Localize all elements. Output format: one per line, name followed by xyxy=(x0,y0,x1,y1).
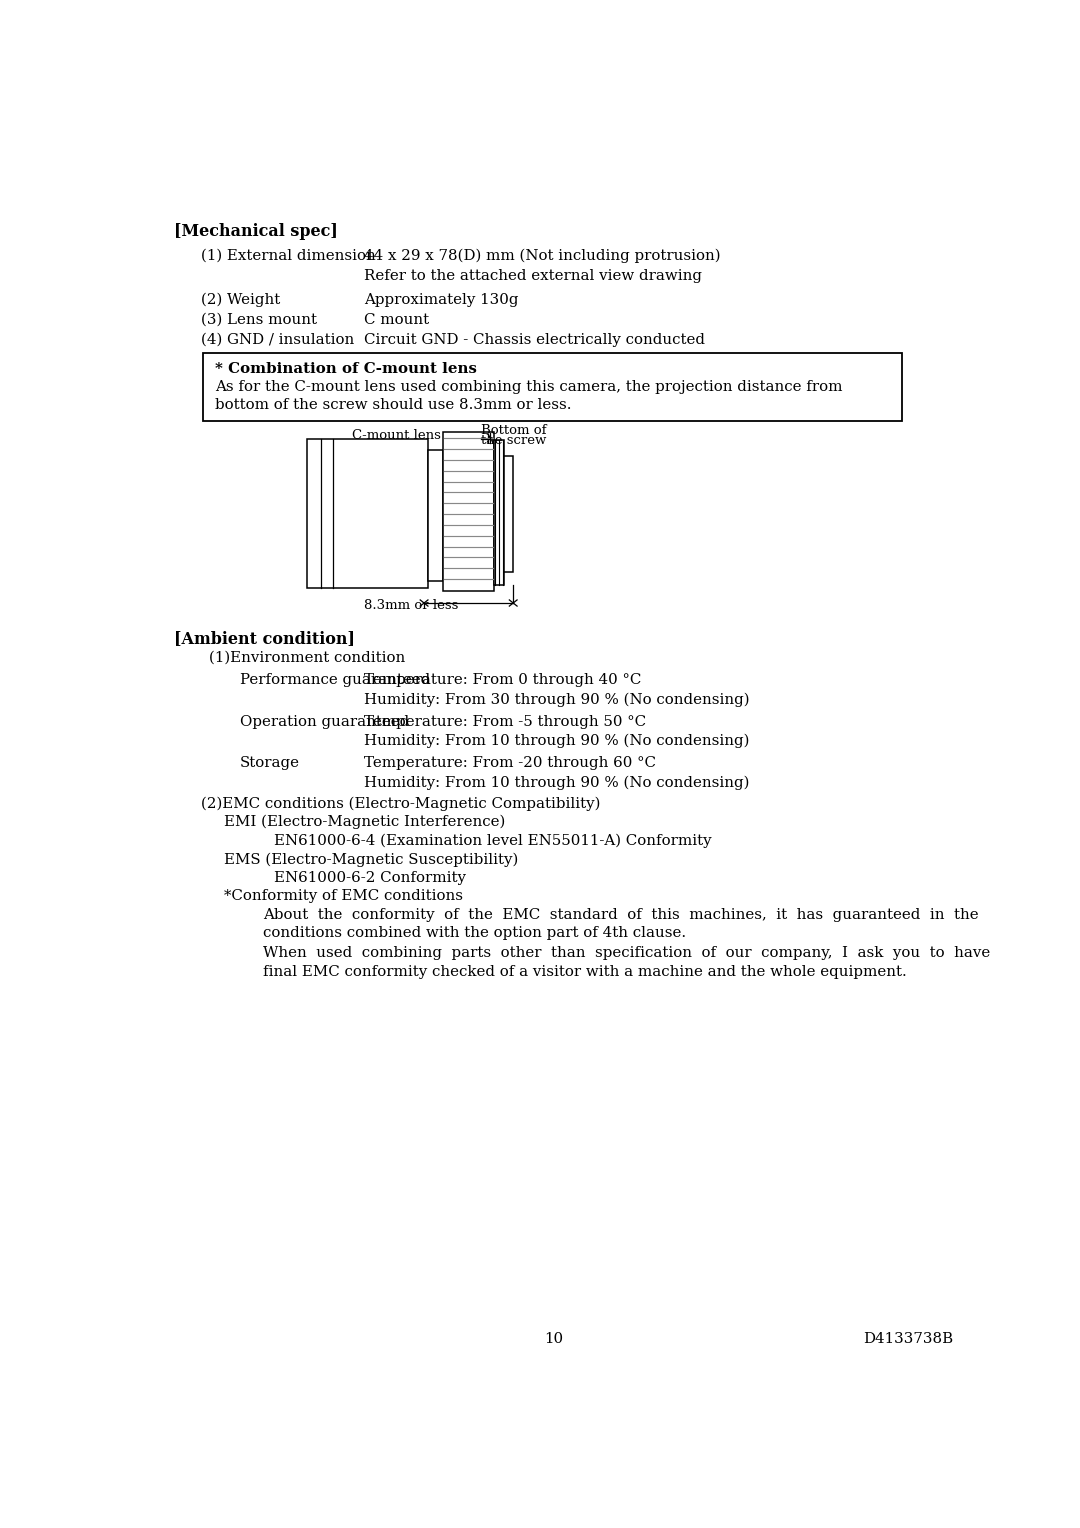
Text: EMI (Electro-Magnetic Interference): EMI (Electro-Magnetic Interference) xyxy=(225,814,505,830)
Bar xyxy=(444,432,494,591)
Text: Operation guaranteed: Operation guaranteed xyxy=(240,715,409,729)
Text: *Conformity of EMC conditions: *Conformity of EMC conditions xyxy=(225,889,463,903)
Text: Humidity: From 10 through 90 % (No condensing): Humidity: From 10 through 90 % (No conde… xyxy=(364,776,750,790)
Text: (4) GND / insulation: (4) GND / insulation xyxy=(201,333,354,347)
Text: Bottom of: Bottom of xyxy=(482,423,546,437)
Text: Approximately 130g: Approximately 130g xyxy=(364,293,518,307)
Text: C mount: C mount xyxy=(364,313,429,327)
Text: [Mechanical spec]: [Mechanical spec] xyxy=(174,223,338,240)
Text: Temperature: From -20 through 60 °C: Temperature: From -20 through 60 °C xyxy=(364,756,656,770)
Bar xyxy=(504,455,513,571)
Text: EN61000-6-4 (Examination level EN55011-A) Conformity: EN61000-6-4 (Examination level EN55011-A… xyxy=(274,833,712,848)
Text: Circuit GND - Chassis electrically conducted: Circuit GND - Chassis electrically condu… xyxy=(364,333,704,347)
Text: When  used  combining  parts  other  than  specification  of  our  company,  I  : When used combining parts other than spe… xyxy=(262,946,990,961)
Text: (2) Weight: (2) Weight xyxy=(201,293,280,307)
Text: bottom of the screw should use 8.3mm or less.: bottom of the screw should use 8.3mm or … xyxy=(215,399,571,413)
Bar xyxy=(494,440,504,585)
Text: (3) Lens mount: (3) Lens mount xyxy=(201,313,316,327)
Text: EN61000-6-2 Conformity: EN61000-6-2 Conformity xyxy=(274,871,467,885)
Text: C-mount lens: C-mount lens xyxy=(352,429,441,442)
Text: 44 x 29 x 78(D) mm (Not including protrusion): 44 x 29 x 78(D) mm (Not including protru… xyxy=(364,249,720,263)
Text: Temperature: From -5 through 50 °C: Temperature: From -5 through 50 °C xyxy=(364,715,646,729)
Text: final EMC conformity checked of a visitor with a machine and the whole equipment: final EMC conformity checked of a visito… xyxy=(262,964,906,979)
Text: (2)EMC conditions (Electro-Magnetic Compatibility): (2)EMC conditions (Electro-Magnetic Comp… xyxy=(201,798,600,811)
Text: About  the  conformity  of  the  EMC  standard  of  this  machines,  it  has  gu: About the conformity of the EMC standard… xyxy=(262,908,978,921)
Text: Humidity: From 30 through 90 % (No condensing): Humidity: From 30 through 90 % (No conde… xyxy=(364,692,750,707)
Text: (1) External dimension: (1) External dimension xyxy=(201,249,376,263)
Text: [Ambient condition]: [Ambient condition] xyxy=(174,630,354,646)
Text: EMS (Electro-Magnetic Susceptibility): EMS (Electro-Magnetic Susceptibility) xyxy=(225,853,518,866)
Text: Performance guaranteed: Performance guaranteed xyxy=(240,672,430,688)
Bar xyxy=(203,353,902,420)
Text: D4133738B: D4133738B xyxy=(864,1332,954,1346)
Bar xyxy=(428,449,444,581)
Text: the screw: the screw xyxy=(482,434,546,446)
Text: Refer to the attached external view drawing: Refer to the attached external view draw… xyxy=(364,269,702,283)
Text: * Combination of C-mount lens: * Combination of C-mount lens xyxy=(215,362,476,376)
Text: Storage: Storage xyxy=(240,756,299,770)
Text: 8.3mm or less: 8.3mm or less xyxy=(364,599,458,613)
Text: Temperature: From 0 through 40 °C: Temperature: From 0 through 40 °C xyxy=(364,672,642,688)
Text: (1)Environment condition: (1)Environment condition xyxy=(208,651,405,665)
Text: 10: 10 xyxy=(544,1332,563,1346)
Text: Humidity: From 10 through 90 % (No condensing): Humidity: From 10 through 90 % (No conde… xyxy=(364,733,750,749)
Bar xyxy=(307,439,428,588)
Text: conditions combined with the option part of 4th clause.: conditions combined with the option part… xyxy=(262,926,686,940)
Text: As for the C-mount lens used combining this camera, the projection distance from: As for the C-mount lens used combining t… xyxy=(215,380,842,394)
